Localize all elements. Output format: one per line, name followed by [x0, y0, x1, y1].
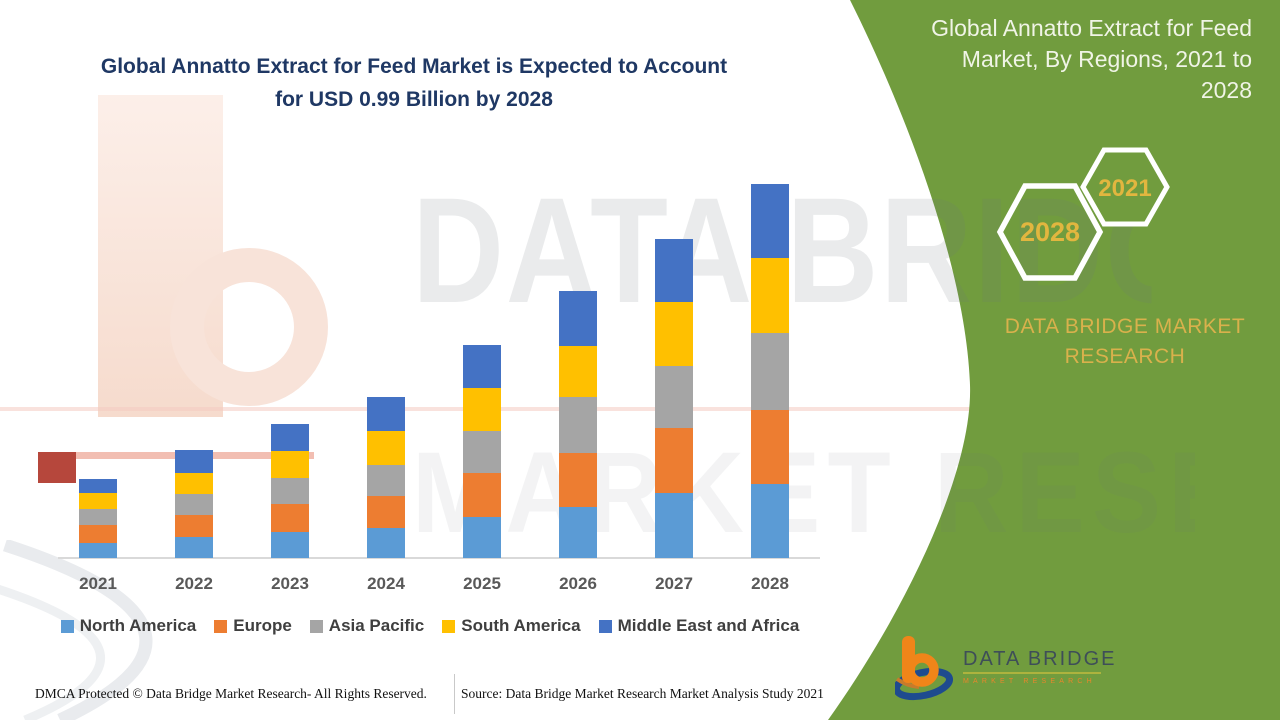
watermark-red-square — [38, 452, 76, 483]
hexagon-2028-label: 2028 — [1020, 217, 1080, 247]
bar-segment-asia-pacific — [367, 465, 405, 497]
legend-swatch — [442, 619, 456, 633]
data-bridge-logo-icon — [895, 636, 954, 701]
bar-segment-middle-east-and-africa — [559, 290, 597, 346]
chart-title-line-1: Global Annatto Extract for Feed Market i… — [100, 55, 728, 78]
chart-title-line-2: for USD 0.99 Billion by 2028 — [275, 88, 553, 111]
year-hexagons: 2028 2021 — [996, 147, 1170, 281]
stacked-bar-2023 — [271, 424, 309, 558]
x-axis-label: 2024 — [367, 574, 405, 593]
panel-brand-line-1: DATA BRIDGE MARKET — [1004, 315, 1246, 338]
bar-segment-south-america — [367, 431, 405, 466]
legend-label: North America — [79, 616, 197, 635]
legend-label: Asia Pacific — [328, 616, 425, 635]
panel-brand-line-2: RESEARCH — [1064, 345, 1186, 368]
panel-title-line-1: Global Annatto Extract for Feed — [931, 15, 1252, 41]
bar-segment-middle-east-and-africa — [463, 345, 501, 389]
chart-legend: North America Europe Asia Pacific South Ame… — [0, 616, 860, 636]
bar-segment-asia-pacific — [175, 493, 213, 515]
legend-label: South America — [461, 616, 581, 635]
stacked-bar-2028 — [751, 184, 789, 558]
bar-segment-europe — [655, 428, 693, 494]
stacked-bar-2025 — [463, 345, 501, 558]
logo-brand-text: DATA BRIDGE — [963, 648, 1117, 670]
bar-segment-south-america — [559, 345, 597, 398]
bar-segment-middle-east-and-africa — [79, 478, 117, 493]
x-axis-label: 2022 — [175, 574, 213, 593]
bar-segment-europe — [751, 410, 789, 484]
legend-swatch — [598, 619, 612, 633]
stacked-bar-2022 — [175, 450, 213, 558]
logo-tagline-text: MARKET RESEARCH — [963, 678, 1096, 685]
hexagon-2021-label: 2021 — [1098, 175, 1151, 202]
legend-swatch — [309, 619, 323, 633]
bar-segment-south-america — [463, 388, 501, 432]
bar-segment-asia-pacific — [655, 365, 693, 429]
bar-segment-middle-east-and-africa — [655, 239, 693, 302]
bar-segment-south-america — [655, 301, 693, 366]
panel-title-line-3: 2028 — [1200, 77, 1252, 103]
bar-segment-asia-pacific — [559, 397, 597, 453]
bar-segment-middle-east-and-africa — [751, 184, 789, 259]
bar-segment-asia-pacific — [751, 333, 789, 410]
legend-swatch — [60, 619, 74, 633]
x-axis-label: 2028 — [751, 574, 789, 593]
bar-segment-north-america — [367, 527, 405, 558]
bar-segment-europe — [463, 473, 501, 517]
bar-segment-middle-east-and-africa — [271, 424, 309, 451]
legend-item-asia-pacific: Asia Pacific — [309, 616, 425, 636]
legend-label: Middle East and Africa — [617, 616, 800, 635]
panel-title: Global Annatto Extract for Feed Market, … — [882, 13, 1252, 106]
bar-segment-asia-pacific — [271, 478, 309, 505]
stacked-bar-2021 — [79, 478, 117, 558]
legend-label: Europe — [233, 616, 292, 635]
bar-segment-north-america — [559, 507, 597, 558]
x-axis-label: 2021 — [79, 574, 117, 593]
bar-segment-south-america — [79, 492, 117, 509]
stacked-bar-2024 — [367, 397, 405, 558]
bar-segment-north-america — [271, 531, 309, 558]
stacked-bar-2027 — [655, 239, 693, 558]
bar-segment-north-america — [751, 484, 789, 558]
x-axis-line — [58, 557, 820, 559]
bar-segment-north-america — [463, 516, 501, 558]
bar-segment-south-america — [271, 450, 309, 479]
bar-segment-asia-pacific — [79, 508, 117, 525]
bar-segment-south-america — [751, 258, 789, 334]
bar-segment-asia-pacific — [463, 431, 501, 474]
legend-item-north-america: North America — [60, 616, 197, 636]
bar-segment-europe — [367, 496, 405, 528]
bar-segment-south-america — [175, 472, 213, 494]
legend-swatch — [214, 619, 228, 633]
bar-segment-north-america — [655, 493, 693, 558]
bar-segment-europe — [271, 504, 309, 532]
bar-segment-north-america — [79, 542, 117, 558]
x-axis-label: 2023 — [271, 574, 309, 593]
bar-segment-middle-east-and-africa — [367, 397, 405, 432]
legend-item-middle-east-and-africa: Middle East and Africa — [598, 616, 800, 636]
footer-divider — [454, 674, 455, 714]
bar-segment-europe — [175, 514, 213, 538]
x-axis-label: 2025 — [463, 574, 501, 593]
legend-item-europe: Europe — [214, 616, 292, 636]
bar-segment-middle-east-and-africa — [175, 450, 213, 473]
plot-area: 2021 2022 2023 2024 2025 2026 2027 2028 — [58, 184, 820, 593]
source-note: Source: Data Bridge Market Research Mark… — [461, 686, 824, 701]
x-axis-label: 2026 — [559, 574, 597, 593]
x-axis-label: 2027 — [655, 574, 693, 593]
panel-brand-text: DATA BRIDGE MARKET RESEARCH — [985, 312, 1265, 372]
chart-title: Global Annatto Extract for Feed Market i… — [0, 50, 828, 116]
stacked-bar-2026 — [559, 290, 597, 558]
dmca-notice: DMCA Protected © Data Bridge Market Rese… — [35, 686, 427, 701]
legend-item-south-america: South America — [442, 616, 581, 636]
bar-segment-europe — [559, 453, 597, 507]
bar-segment-europe — [79, 524, 117, 543]
panel-title-line-2: Market, By Regions, 2021 to — [961, 46, 1252, 72]
bar-segment-north-america — [175, 537, 213, 558]
logo-underline — [963, 672, 1101, 674]
watermark-swoosh-arcs — [0, 540, 153, 720]
